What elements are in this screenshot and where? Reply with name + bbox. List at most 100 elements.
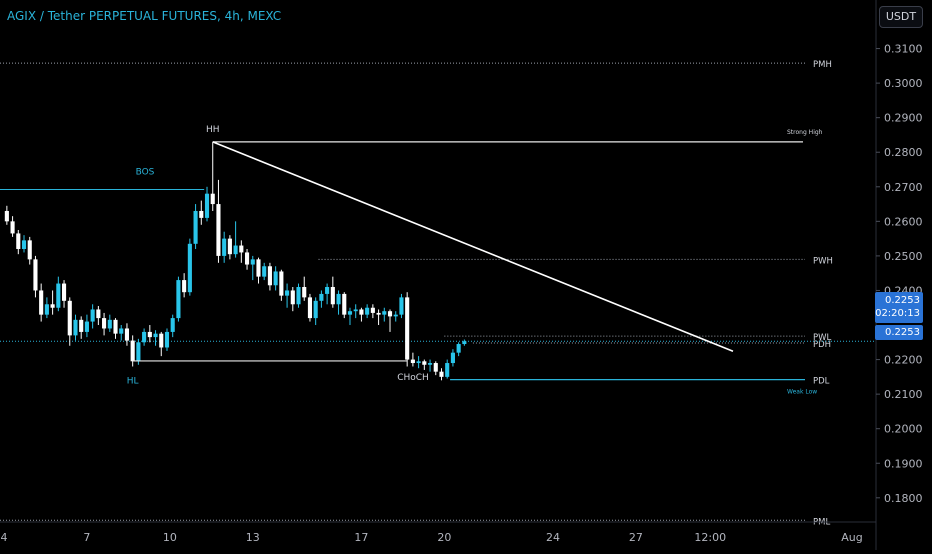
candle-body <box>353 309 358 312</box>
candle-body <box>393 314 398 317</box>
last-price-value: 0.2253 <box>885 295 920 306</box>
candle-body <box>142 331 147 343</box>
candle-body <box>387 311 393 317</box>
price-tick-label: 0.2100 <box>884 388 923 401</box>
level-label: PDH <box>813 340 831 350</box>
candle-body <box>216 204 221 256</box>
candle-body <box>153 333 158 338</box>
symbol-title[interactable]: AGIX / Tether PERPETUAL FUTURES, 4h, MEX… <box>7 9 282 23</box>
candle-body <box>262 266 267 277</box>
candle-body <box>136 342 141 362</box>
candle-body <box>382 311 387 315</box>
candle-body <box>113 319 118 334</box>
candle-body <box>273 271 278 286</box>
price-tick-label: 0.2500 <box>884 250 923 263</box>
candle-body <box>405 297 410 360</box>
last-price-badge: 0.2253 02:20:13 <box>875 292 923 323</box>
candle-body <box>422 361 427 365</box>
trend-line <box>212 141 734 353</box>
candle-body <box>44 304 49 315</box>
candle-body <box>4 210 9 222</box>
price-tick-label: 0.2600 <box>884 215 923 228</box>
candle-body <box>119 328 124 334</box>
candle-body <box>376 312 381 315</box>
price-tick-label: 0.1800 <box>884 492 923 505</box>
candle-body <box>416 361 421 364</box>
candle-body <box>10 221 15 234</box>
bos-label: BOS <box>136 168 155 178</box>
candle-body <box>279 271 284 296</box>
time-tick-label: 13 <box>246 531 260 544</box>
time-tick-label: Aug <box>841 531 862 544</box>
level-label: PDL <box>813 377 830 387</box>
candle-body <box>313 300 318 319</box>
price-tick-label: 0.2700 <box>884 181 923 194</box>
candle-body <box>199 210 204 218</box>
price-tick-label: 0.2200 <box>884 354 923 367</box>
strong-high-label: Strong High <box>787 129 823 136</box>
time-tick-label: 27 <box>629 531 643 544</box>
candle-body <box>222 238 227 256</box>
level-label: PWH <box>813 256 833 266</box>
candle-body <box>427 363 433 365</box>
candle-body <box>33 259 38 291</box>
candle-body <box>410 359 415 364</box>
candle-body <box>193 210 198 244</box>
time-tick-label: 24 <box>546 531 560 544</box>
candle-body <box>96 309 101 319</box>
candle-body <box>347 311 353 315</box>
candle-body <box>302 287 307 298</box>
candle-body <box>56 283 61 308</box>
price-line-badge: 0.2253 <box>875 325 923 340</box>
candle-body <box>290 290 295 305</box>
candle-body <box>90 309 95 322</box>
level-label: PWL <box>813 333 832 343</box>
candle-body <box>16 233 21 249</box>
candle-body <box>227 238 232 255</box>
candle-body <box>61 283 67 301</box>
candle-body <box>307 297 313 319</box>
time-tick-label: 17 <box>354 531 368 544</box>
candle-body <box>239 245 244 253</box>
candle-body <box>256 259 261 277</box>
time-tick-label: 7 <box>83 531 90 544</box>
hh-label: HH <box>206 125 220 135</box>
candle-body <box>67 300 72 336</box>
candle-body <box>330 287 335 305</box>
candle-body <box>433 363 438 372</box>
candle-body <box>250 259 255 265</box>
price-tick-label: 0.2800 <box>884 146 923 159</box>
candle-body <box>176 280 181 319</box>
candle-body <box>399 297 404 315</box>
candle-body <box>365 307 370 315</box>
candles-layer <box>4 141 467 381</box>
price-tick-label: 0.3000 <box>884 77 923 90</box>
candle-body <box>267 266 272 286</box>
price-tick-label: 0.1900 <box>884 457 923 470</box>
candle-body <box>319 293 324 301</box>
choch-label: CHoCH <box>397 373 429 383</box>
candle-body <box>107 319 112 329</box>
candle-body <box>73 319 78 336</box>
candle-body <box>450 352 455 364</box>
candle-body <box>84 321 89 332</box>
candle-body <box>130 340 135 362</box>
candle-body <box>296 287 301 305</box>
level-label: PMH <box>813 60 832 70</box>
candle-body <box>244 252 250 265</box>
candle-body <box>210 193 215 205</box>
currency-button[interactable]: USDT <box>879 6 923 28</box>
candle-body <box>233 245 238 255</box>
structure-layer: Strong High HH BOS CHoCH HL Weak Low <box>0 125 823 396</box>
price-tick-label: 0.2900 <box>884 112 923 125</box>
candle-body <box>325 287 330 294</box>
bar-countdown: 02:20:13 <box>875 308 920 319</box>
candle-body <box>124 328 130 341</box>
candle-body <box>445 363 450 377</box>
candle-body <box>27 240 32 260</box>
time-tick-label: 12:00 <box>694 531 726 544</box>
